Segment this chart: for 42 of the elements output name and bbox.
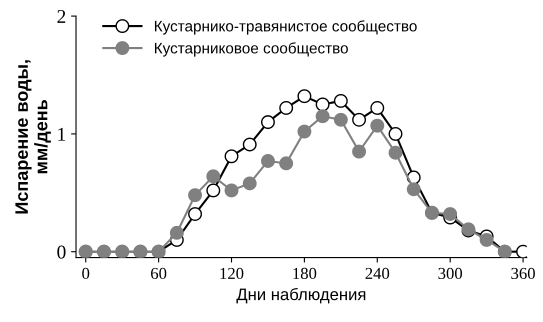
point bbox=[388, 126, 402, 141]
point bbox=[406, 182, 421, 196]
x-tick-label: 120 bbox=[220, 268, 244, 280]
point bbox=[316, 109, 330, 124]
point bbox=[224, 184, 238, 198]
point bbox=[316, 98, 330, 112]
y-tick-label: 1 bbox=[58, 128, 66, 141]
point bbox=[352, 144, 366, 159]
point bbox=[370, 101, 384, 115]
x-tick-label: 300 bbox=[438, 268, 462, 280]
point bbox=[188, 188, 202, 202]
x-tick-label: 180 bbox=[293, 268, 316, 280]
point bbox=[352, 112, 366, 127]
point bbox=[242, 138, 257, 152]
point bbox=[388, 146, 402, 160]
legend-label: Кустарнико-травянистое сообщество bbox=[154, 20, 417, 35]
x-tick-label: 240 bbox=[366, 268, 390, 280]
point bbox=[242, 176, 257, 190]
point bbox=[206, 169, 220, 184]
y-tick-label: 0 bbox=[57, 246, 66, 259]
point bbox=[261, 115, 275, 130]
point bbox=[334, 112, 348, 127]
y-tick-label: 2 bbox=[57, 10, 66, 23]
point bbox=[480, 232, 494, 247]
point bbox=[297, 124, 312, 138]
point bbox=[224, 149, 238, 164]
x-tick-label: 360 bbox=[511, 268, 535, 280]
x-axis-title: Дни наблюдения bbox=[236, 288, 366, 304]
point bbox=[261, 154, 275, 168]
point bbox=[279, 101, 294, 115]
point bbox=[170, 226, 184, 240]
x-tick-label: 0 bbox=[82, 268, 90, 280]
point bbox=[279, 156, 294, 170]
x-tick-label: 60 bbox=[151, 268, 166, 280]
point bbox=[206, 184, 220, 198]
point bbox=[297, 89, 312, 104]
point bbox=[443, 207, 458, 221]
point bbox=[188, 207, 202, 221]
legend-label: Кустарниковое сообщество bbox=[154, 42, 348, 57]
point bbox=[370, 118, 384, 133]
y-axis-title: Испарение воды, мм/день bbox=[15, 60, 51, 214]
point bbox=[334, 94, 348, 108]
